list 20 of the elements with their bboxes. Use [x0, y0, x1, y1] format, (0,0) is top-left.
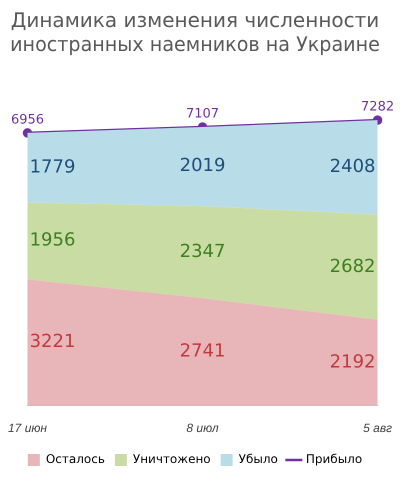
- x-tick-label: 5 авг: [363, 421, 392, 436]
- data-label: 2019: [180, 155, 226, 176]
- text: Динамика изменения численности иностранных наемников на Украине: [10, 8, 380, 56]
- x-tick-label: 17 июн: [8, 421, 48, 436]
- data-label: 2347: [180, 240, 226, 262]
- legend-label: Уничтожено: [132, 452, 211, 466]
- data-label: 2682: [330, 256, 376, 277]
- x-tick-label: 8 июл: [186, 421, 219, 436]
- data-label: 1956: [30, 230, 76, 251]
- data-label: 2741: [180, 340, 226, 362]
- data-label: 3221: [30, 331, 76, 352]
- data-label: 2192: [330, 351, 376, 372]
- legend-label: Прибыло: [306, 452, 362, 466]
- data-label: 2408: [330, 156, 376, 178]
- legend-label: Осталось: [46, 452, 105, 466]
- data-label: 1779: [30, 156, 76, 178]
- data-label: 6956: [10, 112, 44, 128]
- data-label: 7282: [361, 100, 394, 115]
- data-label: 7107: [186, 106, 220, 122]
- legend-label: Убыло: [238, 452, 278, 466]
